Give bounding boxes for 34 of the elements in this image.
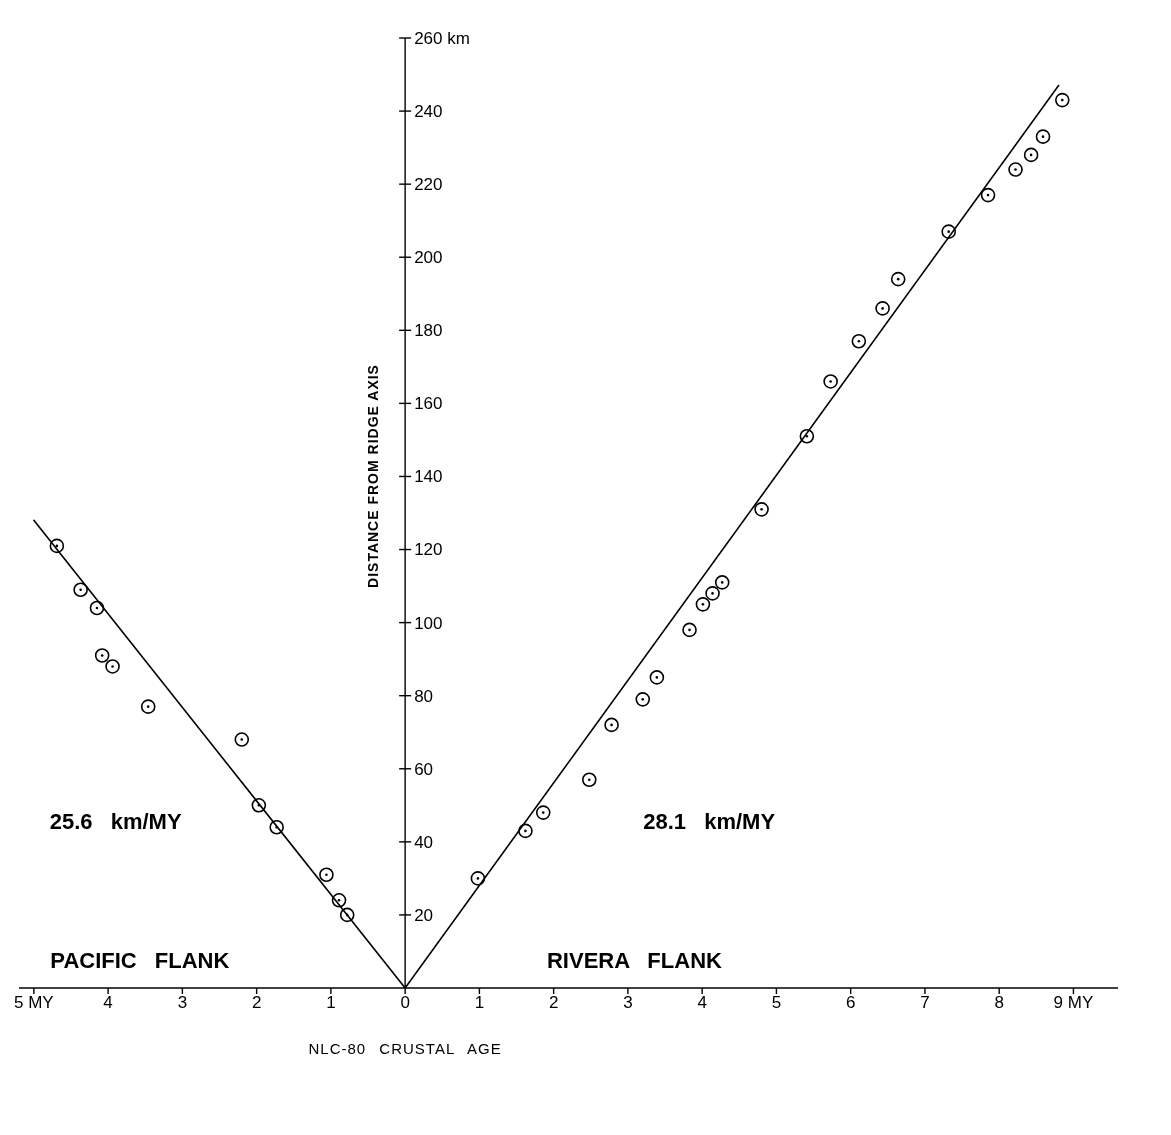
x-tick-label: 8 — [994, 993, 1004, 1013]
y-tick-label: 200 — [414, 248, 443, 268]
x-tick-label: 5 MY — [14, 993, 54, 1013]
y-tick-label: 240 — [414, 102, 443, 122]
y-tick-label: 100 — [414, 613, 443, 633]
annotation: 25.6 km/MY — [49, 808, 182, 835]
annotation: RIVERA FLANK — [546, 948, 722, 975]
x-axis-title: NLC-80 CRUSTAL AGE — [308, 1040, 502, 1057]
x-tick-label: 2 — [548, 993, 559, 1013]
x-tick-label: 7 — [920, 993, 930, 1013]
y-tick-label: 260 km — [414, 28, 470, 48]
y-tick-label: 120 — [414, 540, 443, 560]
y-tick-label: 60 — [414, 759, 434, 779]
x-tick-label: 3 — [623, 993, 633, 1013]
x-tick-label: 3 — [177, 993, 188, 1013]
y-tick-label: 40 — [414, 832, 434, 852]
y-tick-label: 140 — [414, 467, 443, 487]
x-tick-label: 1 — [474, 993, 485, 1013]
y-tick-label: 160 — [414, 394, 443, 414]
annotation: 28.1 km/MY — [643, 808, 776, 835]
x-tick-label: 2 — [251, 993, 262, 1013]
y-tick-label: 80 — [414, 686, 434, 706]
x-tick-label: 6 — [845, 993, 856, 1013]
x-tick-label: 9 MY — [1053, 993, 1094, 1013]
y-tick-label: 220 — [414, 175, 443, 195]
y-tick-label: 180 — [414, 321, 443, 341]
y-axis-title: DISTANCE FROM RIDGE AXIS — [365, 364, 382, 589]
annotation: PACIFIC FLANK — [50, 948, 230, 975]
x-tick-label: 5 — [771, 993, 782, 1013]
x-tick-label: 4 — [103, 993, 113, 1013]
y-tick-label: 20 — [414, 905, 434, 925]
x-tick-label: 4 — [697, 993, 707, 1013]
x-tick-label: 1 — [326, 993, 336, 1013]
x-tick-label: 0 — [400, 993, 410, 1013]
